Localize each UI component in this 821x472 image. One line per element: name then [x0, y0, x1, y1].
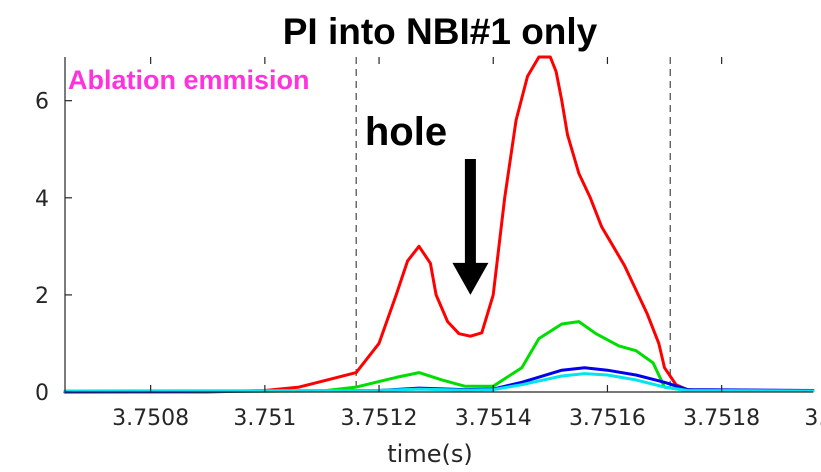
y-tick-label: 0: [35, 381, 49, 406]
hole-annotation: hole: [365, 110, 447, 154]
x-tick-label: 3.7518: [683, 406, 760, 431]
x-tick-label: 3.7514: [455, 406, 532, 431]
series-line-1: [63, 55, 815, 394]
hole-arrow: [452, 158, 489, 295]
series-line-2: [63, 320, 815, 394]
y-tick-label: 4: [35, 187, 49, 212]
reference-lines: [355, 57, 671, 392]
series-line-4: [63, 372, 815, 393]
arrow-head: [452, 262, 489, 295]
y-tick-label: 2: [35, 284, 49, 309]
chart-title: PI into NBI#1 only: [283, 11, 598, 52]
x-tick-label: 3.7508: [112, 406, 189, 431]
series-group: [63, 55, 815, 394]
y-tick-label: 6: [35, 90, 49, 115]
x-tick-label: 3.752: [804, 406, 821, 431]
x-tick-label: 3.7512: [341, 406, 418, 431]
x-axis-label: time(s): [387, 440, 472, 468]
ablation-annotation: Ablation emmision: [68, 65, 310, 95]
ticks: 3.7508 3.751 3.7512 3.7514 3.7516 3.7518 3.752…: [35, 57, 821, 431]
x-tick-label: 3.7516: [569, 406, 646, 431]
axes: [64, 57, 813, 393]
x-tick-label: 3.751: [233, 406, 296, 431]
